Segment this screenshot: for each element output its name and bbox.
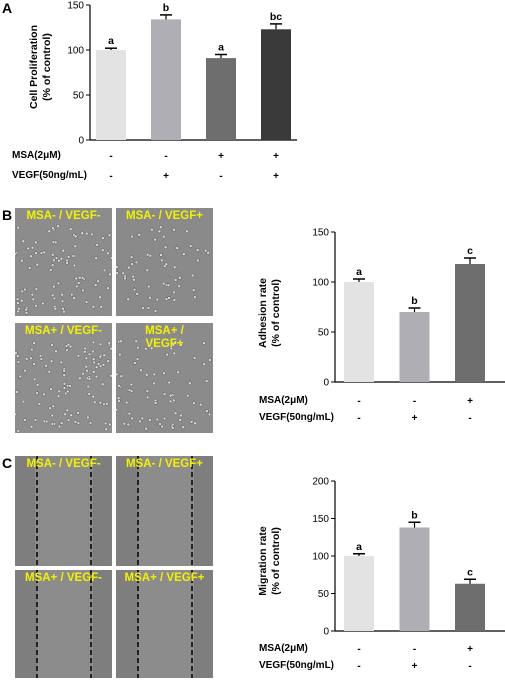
micro-b-2: MSA- / VEGF+ xyxy=(116,208,213,316)
chart-b-msa-sign-2: + xyxy=(467,396,473,407)
chart-b-ytick-label-1: 50 xyxy=(318,328,330,339)
chart-a-sig-letter-2: a xyxy=(218,42,224,54)
chart-c-ytick-label-4: 200 xyxy=(312,477,329,488)
micro-b-4: MSA+ / VEGF+ xyxy=(116,323,213,433)
micro-b-1-texture xyxy=(15,208,112,316)
micro-c-1-label: MSA- / VEGF- xyxy=(26,458,101,470)
chart-b-sig-letter-2: c xyxy=(467,245,473,257)
chart-a-bar-2 xyxy=(206,58,236,140)
micro-c-3-texture xyxy=(15,570,112,678)
chart-a-msa-label: MSA(2μM) xyxy=(12,150,61,161)
chart-b-sig-letter-0: a xyxy=(356,266,362,278)
chart-a-vegf-sign-3: + xyxy=(273,171,279,182)
chart-c-bar-1 xyxy=(399,527,430,631)
chart-b-vegf-label: VEGF(50ng/mL) xyxy=(259,412,335,423)
chart-a-vegf-sign-0: - xyxy=(109,171,113,182)
chart-c-sig-letter-2: c xyxy=(467,566,473,578)
chart-c-ytick-label-3: 150 xyxy=(312,514,329,525)
chart-c-ytick-label-0: 0 xyxy=(323,627,329,638)
chart-a-sig-letter-1: b xyxy=(163,2,169,14)
chart-b-ytick-label-2: 100 xyxy=(312,278,329,289)
panel-letter-a: A xyxy=(2,0,13,16)
chart-a-ytick-label-2: 100 xyxy=(67,46,84,57)
chart-c-bar-0 xyxy=(344,556,374,631)
micro-c-1-texture xyxy=(15,456,112,566)
micro-c-4-label: MSA+ / VEGF+ xyxy=(124,572,205,584)
chart-b-msa-sign-0: - xyxy=(357,396,361,407)
micro-b-1-label: MSA- / VEGF- xyxy=(26,210,101,222)
chart-b-msa-label: MSA(2μM) xyxy=(259,395,308,406)
micro-c-2: MSA- / VEGF+ xyxy=(116,456,213,566)
chart-b-ytick-label-3: 150 xyxy=(312,228,329,239)
chart-b-vegf-sign-2: - xyxy=(468,413,472,424)
chart-a-ytick-label-3: 150 xyxy=(67,1,84,12)
chart-a-vegf-sign-2: - xyxy=(219,171,223,182)
chart-a-msa-sign-3: + xyxy=(273,151,279,162)
chart-b-sig-letter-1: b xyxy=(411,295,417,307)
chart-c-vegf-sign-0: - xyxy=(357,661,361,672)
chart-a-ytick-label-1: 50 xyxy=(73,91,85,102)
micro-c-2-label: MSA- / VEGF+ xyxy=(126,458,203,470)
chart-a-sig-letter-3: bc xyxy=(270,11,282,23)
chart-b-bar-0 xyxy=(344,282,374,382)
micro-c-1: MSA- / VEGF- xyxy=(15,456,112,566)
chart-b-vegf-sign-0: - xyxy=(357,413,361,424)
micro-c-3: MSA+ / VEGF- xyxy=(15,570,112,678)
chart-c-msa-sign-1: - xyxy=(412,644,417,655)
chart-b-bar-1 xyxy=(399,312,430,382)
chart-c-ytick-label-2: 100 xyxy=(312,552,329,563)
chart-c-msa-label: MSA(2μM) xyxy=(259,643,308,654)
micro-b-1: MSA- / VEGF- xyxy=(15,208,112,316)
micro-c-2-texture xyxy=(116,456,213,566)
chart-a-bar-3 xyxy=(261,29,291,140)
chart-c-vegf-sign-1: + xyxy=(411,661,418,672)
micro-b-4-label: MSA+ / VEGF+ xyxy=(145,325,184,350)
micro-b-3: MSA+ / VEGF- xyxy=(15,323,112,433)
micro-b-3-texture xyxy=(15,323,112,433)
chart-b-msa-sign-1: - xyxy=(412,396,417,407)
chart-a-ytick-label-0: 0 xyxy=(78,136,84,147)
chart-c-bar-2 xyxy=(455,583,485,631)
chart-a-msa-sign-2: + xyxy=(218,151,224,162)
chart-a-msa-sign-1: - xyxy=(164,151,168,162)
chart-c-vegf-sign-2: - xyxy=(468,661,472,672)
chart-b-bar-2 xyxy=(455,264,485,382)
micro-c-3-label: MSA+ / VEGF- xyxy=(25,572,102,584)
chart-b-vegf-sign-1: + xyxy=(411,413,418,424)
chart-a-msa-sign-0: - xyxy=(109,151,113,162)
chart-c-sig-letter-1: b xyxy=(411,509,417,521)
micro-c-4: MSA+ / VEGF+ xyxy=(116,570,213,678)
micro-b-4-texture xyxy=(116,323,213,433)
micro-b-3-label: MSA+ / VEGF- xyxy=(25,325,102,337)
panel-letter-b: B xyxy=(2,207,13,223)
chart-c-vegf-label: VEGF(50ng/mL) xyxy=(259,660,335,671)
chart-a-sig-letter-0: a xyxy=(108,35,114,47)
chart-a-bar-0 xyxy=(96,50,126,140)
chart-c-ytick-label-1: 50 xyxy=(318,589,330,600)
chart-c-msa-sign-2: + xyxy=(467,644,473,655)
chart-c-msa-sign-0: - xyxy=(357,644,361,655)
micro-b-2-texture xyxy=(116,208,213,316)
chart-b-ytick-label-0: 0 xyxy=(323,378,329,389)
chart-c-sig-letter-0: a xyxy=(356,541,362,553)
chart-a-bar-1 xyxy=(151,19,181,140)
micro-b-2-label: MSA- / VEGF+ xyxy=(126,210,203,222)
panel-letter-c: C xyxy=(2,455,13,471)
chart-a-vegf-sign-1: + xyxy=(163,171,169,182)
micro-c-4-texture xyxy=(116,570,213,678)
chart-a-vegf-label: VEGF(50ng/mL) xyxy=(12,170,88,181)
